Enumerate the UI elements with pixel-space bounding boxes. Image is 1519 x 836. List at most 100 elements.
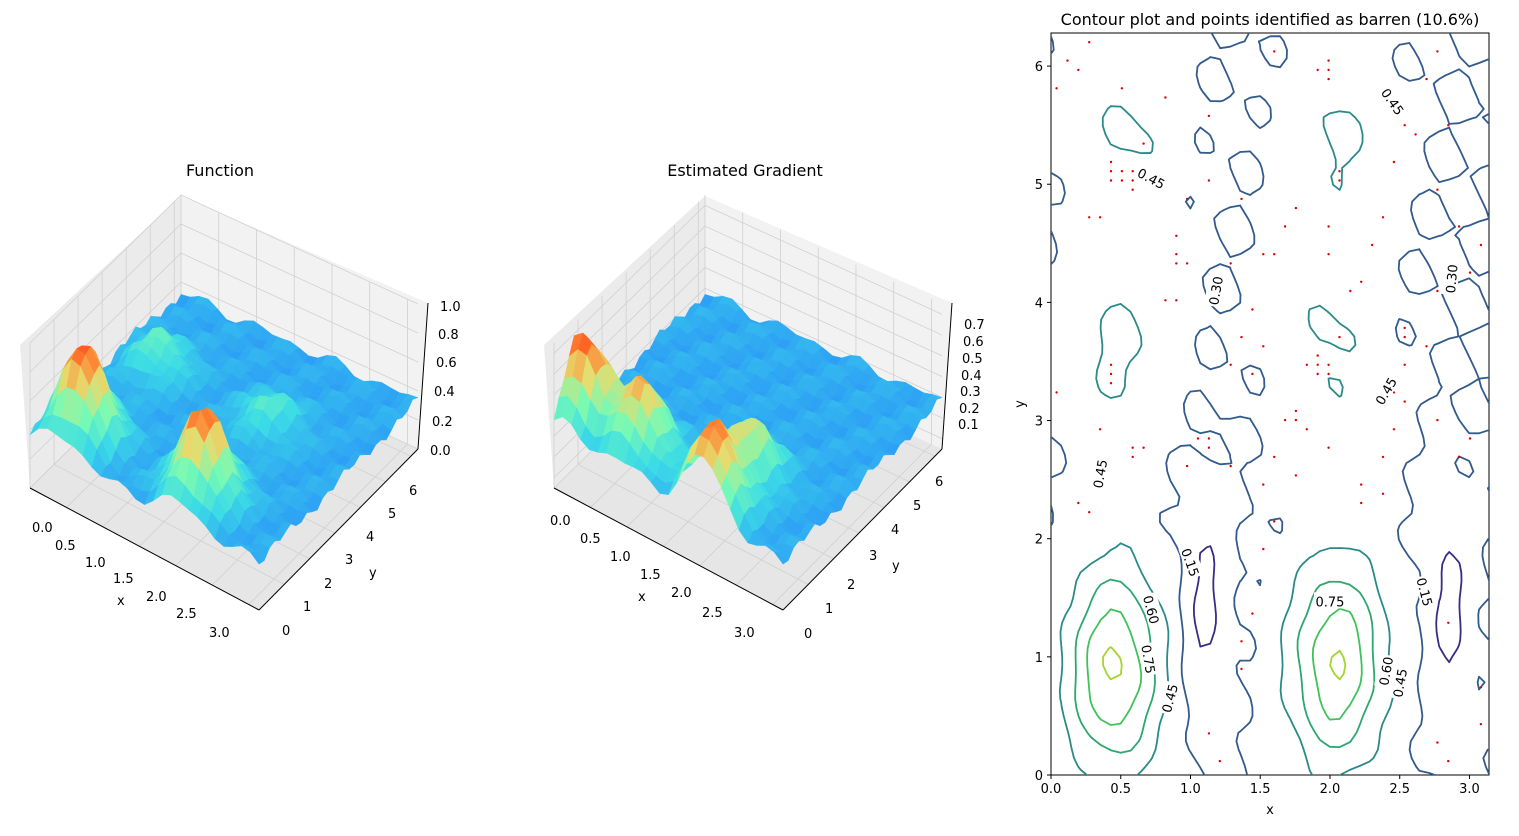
barren-point bbox=[1229, 262, 1232, 265]
function-x-tick: 2.5 bbox=[176, 607, 197, 622]
contour-label-bg bbox=[1377, 83, 1410, 119]
barren-point bbox=[1294, 409, 1298, 413]
gradient-x-tick: 3.0 bbox=[734, 626, 755, 641]
contour-x-tick-label: 1.5 bbox=[1250, 782, 1271, 797]
barren-point bbox=[1468, 437, 1472, 440]
barren-point bbox=[1425, 345, 1428, 348]
gradient-x-tick: 1.5 bbox=[640, 568, 661, 583]
gradient-grid-line bbox=[553, 204, 943, 354]
function-x-tick: 1.0 bbox=[85, 556, 106, 571]
gradient-z-tick: 0.2 bbox=[959, 402, 980, 417]
gradient-y-tick: 5 bbox=[913, 499, 921, 514]
function-surface-facet bbox=[249, 551, 265, 565]
function-y-tick: 4 bbox=[366, 530, 374, 545]
barren-point bbox=[1077, 68, 1080, 72]
barren-point bbox=[1175, 253, 1178, 256]
barren-point bbox=[1109, 363, 1113, 366]
barren-point bbox=[1403, 363, 1406, 366]
barren-point bbox=[1479, 723, 1483, 726]
contour-label-bg bbox=[1088, 456, 1110, 491]
barren-point bbox=[1240, 335, 1243, 339]
barren-point bbox=[1262, 253, 1265, 256]
function-y-tick: 3 bbox=[345, 553, 353, 568]
contour-x-tick-label: 2.5 bbox=[1389, 782, 1410, 797]
barren-point bbox=[1109, 382, 1113, 385]
function-y-label: y bbox=[369, 566, 377, 581]
barren-point bbox=[1305, 363, 1309, 366]
barren-point bbox=[1403, 326, 1406, 330]
barren-point bbox=[1207, 114, 1211, 118]
barren-point bbox=[1175, 299, 1178, 302]
contour-x-tick-label: 3.0 bbox=[1459, 782, 1480, 797]
contour-lines bbox=[1051, 33, 1489, 775]
contour-line-level bbox=[1102, 646, 1347, 681]
barren-point bbox=[1098, 216, 1102, 219]
contour-level-label: 0.60 bbox=[1139, 594, 1161, 626]
barren-point bbox=[1088, 511, 1091, 514]
contour-level-labels: 0.450.300.450.300.450.450.150.600.750.45… bbox=[1088, 83, 1462, 716]
gradient-y-tick: 4 bbox=[891, 523, 899, 538]
barren-point bbox=[1436, 741, 1439, 744]
function-z-tick: 0.4 bbox=[434, 385, 455, 400]
contour-y-label: y bbox=[1013, 400, 1028, 408]
barren-point bbox=[1316, 68, 1319, 72]
gradient-z-tick: 0.6 bbox=[963, 335, 984, 350]
gradient-surface-facet bbox=[773, 551, 789, 565]
function-x-tick: 0.5 bbox=[55, 539, 76, 554]
function-z-tick: 1.0 bbox=[440, 300, 461, 315]
barren-point bbox=[1283, 418, 1287, 422]
function-title: Function bbox=[186, 161, 254, 180]
barren-point bbox=[1131, 170, 1134, 173]
gradient-x-ticks: 0.0 0.5 1.0 1.5 2.0 2.5 3.0 bbox=[550, 514, 755, 641]
contour-y-tick-label: 6 bbox=[1035, 60, 1043, 75]
barren-point bbox=[1207, 732, 1211, 735]
barren-point bbox=[1262, 547, 1265, 551]
contour-level-label: 0.30 bbox=[1444, 264, 1461, 294]
barren-point bbox=[1327, 68, 1330, 72]
barren-point bbox=[1240, 197, 1243, 201]
barren-point bbox=[1327, 77, 1330, 81]
contour-title: Contour plot and points identified as ba… bbox=[1061, 10, 1480, 29]
contour-label-bg bbox=[1313, 592, 1346, 609]
barren-point bbox=[1327, 363, 1330, 366]
barren-point bbox=[1131, 455, 1134, 459]
barren-point bbox=[1370, 243, 1374, 247]
barren-point bbox=[1109, 179, 1113, 182]
barren-point bbox=[1240, 640, 1243, 643]
contour-level-label: 0.45 bbox=[1391, 668, 1411, 699]
function-z-tick: 0.2 bbox=[432, 415, 453, 430]
contour-x-tick-label: 0.5 bbox=[1110, 782, 1131, 797]
barren-point bbox=[1262, 345, 1265, 348]
function-x-tick: 0.0 bbox=[32, 521, 53, 536]
barren-point bbox=[1055, 391, 1058, 394]
barren-point bbox=[1185, 197, 1189, 201]
barren-point bbox=[1207, 179, 1211, 182]
contour-label-bg bbox=[1178, 544, 1205, 580]
barren-point bbox=[1457, 225, 1461, 228]
gradient-y-tick: 2 bbox=[847, 578, 855, 593]
barren-point bbox=[1131, 188, 1134, 191]
barren-point bbox=[1131, 446, 1134, 449]
gradient-y-label: y bbox=[892, 559, 900, 574]
gradient-surface bbox=[553, 294, 943, 565]
barren-point bbox=[1120, 87, 1124, 90]
gradient-x-axis-line bbox=[553, 487, 784, 611]
barren-point bbox=[1327, 253, 1330, 256]
gradient-x-tick: 0.5 bbox=[580, 532, 601, 547]
barren-point bbox=[1360, 483, 1363, 486]
gradient-y-tick: 3 bbox=[869, 549, 877, 564]
gradient-grid-line bbox=[772, 299, 932, 605]
gradient-y-tick: 0 bbox=[804, 627, 812, 642]
gradient-grid-line bbox=[553, 246, 943, 396]
gradient-y-ticks: 0 1 2 3 4 5 6 bbox=[804, 475, 943, 642]
barren-point bbox=[1447, 124, 1450, 127]
barren-point bbox=[1185, 262, 1189, 265]
contour-y-tick-label: 5 bbox=[1035, 178, 1043, 193]
function-x-axis-line bbox=[29, 487, 260, 611]
contour-line-level bbox=[1086, 607, 1363, 726]
barren-point bbox=[1273, 455, 1276, 459]
contour-label-bg bbox=[1374, 653, 1396, 688]
contour-x-label: x bbox=[1266, 803, 1274, 818]
gradient-3d-panel: Estimated Gradient 0.0 0.5 1.0 1.5 2.0 2… bbox=[544, 161, 985, 642]
barren-point bbox=[1098, 428, 1102, 431]
